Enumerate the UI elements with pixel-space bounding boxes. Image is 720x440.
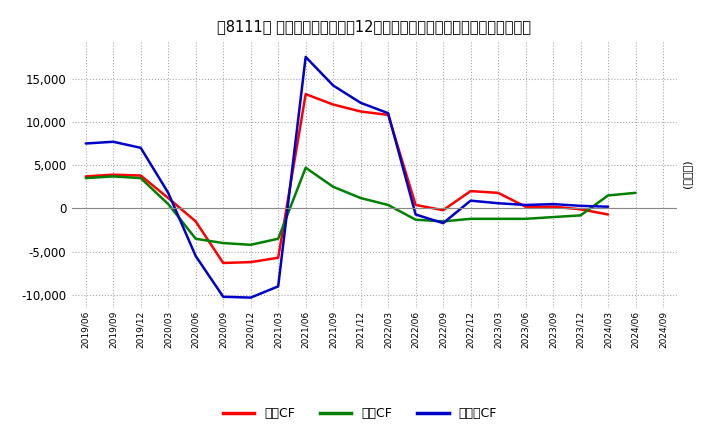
- フリーCF: [604, 204, 613, 209]
- フリーCF: [192, 253, 200, 259]
- 営業CF: [302, 92, 310, 97]
- Y-axis label: (百万円): (百万円): [683, 159, 693, 188]
- 営業CF: [356, 109, 365, 114]
- フリーCF: [384, 110, 392, 116]
- Legend: 営業CF, 投資CF, フリーCF: 営業CF, 投資CF, フリーCF: [218, 402, 502, 425]
- 営業CF: [467, 188, 475, 194]
- 営業CF: [136, 173, 145, 178]
- フリーCF: [246, 295, 255, 300]
- フリーCF: [329, 83, 338, 88]
- 投資CF: [631, 190, 640, 195]
- 投資CF: [302, 165, 310, 170]
- 投資CF: [549, 214, 557, 220]
- 営業CF: [411, 202, 420, 208]
- Line: フリーCF: フリーCF: [86, 57, 608, 297]
- 営業CF: [109, 172, 117, 177]
- Line: 営業CF: 営業CF: [86, 94, 608, 263]
- 営業CF: [274, 255, 282, 260]
- 投資CF: [384, 202, 392, 208]
- 営業CF: [329, 102, 338, 107]
- 投資CF: [164, 202, 173, 207]
- フリーCF: [549, 202, 557, 207]
- 営業CF: [164, 195, 173, 201]
- フリーCF: [302, 54, 310, 59]
- フリーCF: [521, 202, 530, 208]
- 投資CF: [192, 236, 200, 242]
- 営業CF: [604, 212, 613, 217]
- フリーCF: [356, 100, 365, 106]
- 投資CF: [438, 219, 447, 224]
- 投資CF: [274, 236, 282, 242]
- フリーCF: [467, 198, 475, 203]
- 営業CF: [521, 204, 530, 209]
- 投資CF: [109, 174, 117, 179]
- 投資CF: [136, 176, 145, 181]
- 営業CF: [549, 204, 557, 209]
- 営業CF: [576, 207, 585, 212]
- 営業CF: [494, 190, 503, 195]
- 営業CF: [219, 260, 228, 266]
- フリーCF: [81, 141, 90, 146]
- Line: 投資CF: 投資CF: [86, 168, 636, 245]
- 営業CF: [81, 174, 90, 179]
- 営業CF: [384, 112, 392, 117]
- フリーCF: [109, 139, 117, 144]
- 営業CF: [438, 208, 447, 213]
- 投資CF: [411, 217, 420, 222]
- フリーCF: [274, 284, 282, 289]
- 投資CF: [219, 240, 228, 246]
- 投資CF: [246, 242, 255, 247]
- フリーCF: [219, 294, 228, 299]
- フリーCF: [494, 201, 503, 206]
- 営業CF: [192, 219, 200, 224]
- Title: 【8111】 キャッシュフローの12か月移動合計の対前年同期増減額の推移: 【8111】 キャッシュフローの12か月移動合計の対前年同期増減額の推移: [217, 19, 531, 34]
- 投資CF: [329, 184, 338, 190]
- 投資CF: [81, 176, 90, 181]
- フリーCF: [576, 203, 585, 209]
- 投資CF: [494, 216, 503, 221]
- フリーCF: [164, 190, 173, 195]
- フリーCF: [438, 220, 447, 226]
- 投資CF: [521, 216, 530, 221]
- 投資CF: [356, 195, 365, 201]
- フリーCF: [136, 145, 145, 150]
- 投資CF: [604, 193, 613, 198]
- 営業CF: [246, 260, 255, 265]
- 投資CF: [467, 216, 475, 221]
- フリーCF: [411, 212, 420, 217]
- 投資CF: [576, 213, 585, 218]
